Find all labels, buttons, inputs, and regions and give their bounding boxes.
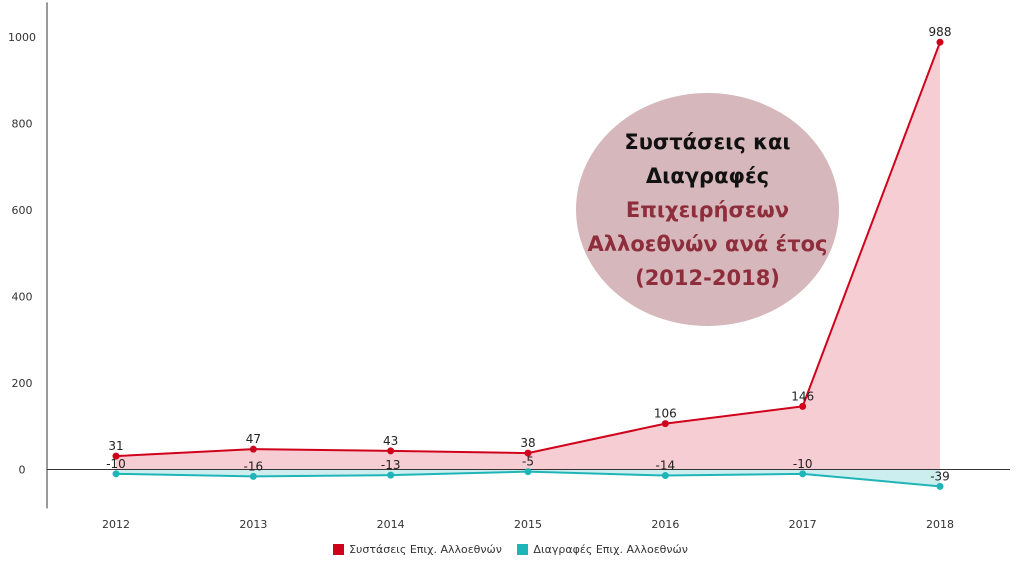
chart-title-line-2: Διαγραφές <box>645 163 770 188</box>
y-tick-label: 800 <box>12 118 33 131</box>
series-1-point <box>387 447 395 455</box>
chart-legend: Συστάσεις Επιχ. Αλλοεθνών Διαγραφές Επιχ… <box>0 543 1021 558</box>
x-tick-label: 2013 <box>239 518 267 531</box>
y-tick-label: 0 <box>19 464 26 477</box>
series-1-point <box>524 449 532 457</box>
series-1-area <box>116 42 940 470</box>
series-2-data-label: -39 <box>930 469 950 483</box>
series-2-data-label: -10 <box>793 457 813 471</box>
series-1-point <box>661 420 669 428</box>
x-tick-label: 2017 <box>789 518 817 531</box>
series-1-data-label: 106 <box>654 407 677 421</box>
series-2-data-label: -5 <box>522 455 534 469</box>
legend-item-series-2[interactable]: Διαγραφές Επιχ. Αλλοεθνών <box>517 543 688 556</box>
x-tick-label: 2015 <box>514 518 542 531</box>
series-1-data-label: 47 <box>246 432 261 446</box>
chart-title-badge: Συστάσεις και Διαγραφές Επιχειρήσεων Αλλ… <box>576 93 839 326</box>
series-2-point <box>524 468 532 476</box>
series-2-point <box>799 470 807 478</box>
x-axis-ticks: 2012 2013 2014 2015 2016 2017 2018 <box>102 518 954 531</box>
legend-swatch-series-1 <box>333 544 345 555</box>
series-1-data-label: 43 <box>383 434 398 448</box>
series-1-data-label: 146 <box>791 389 814 403</box>
series-2-data-label: -14 <box>656 459 676 473</box>
series-points <box>112 38 944 490</box>
x-tick-label: 2014 <box>377 518 405 531</box>
chart-title-line-3: Επιχειρήσεων <box>625 197 790 222</box>
x-tick-label: 2012 <box>102 518 130 531</box>
chart-title-line-4: Αλλοεθνών ανά έτος <box>587 231 828 256</box>
series-1-data-label: 988 <box>929 25 952 39</box>
legend-label-series-1: Συστάσεις Επιχ. Αλλοεθνών <box>349 543 502 556</box>
series-2-point <box>387 471 395 479</box>
chart-title-line-1: Συστάσεις και <box>624 129 791 154</box>
legend-swatch-series-2 <box>517 544 529 555</box>
y-tick-label: 200 <box>12 377 33 390</box>
series-1-point <box>799 402 807 410</box>
series-1-point <box>936 38 944 46</box>
y-tick-label: 1000 <box>8 31 36 44</box>
legend-item-series-1[interactable]: Συστάσεις Επιχ. Αλλοεθνών <box>333 543 502 556</box>
y-tick-label: 400 <box>12 291 33 304</box>
series-1-data-label: 31 <box>108 439 123 453</box>
x-tick-label: 2018 <box>926 518 954 531</box>
series-1-point <box>249 445 257 453</box>
series-1-data-label: 38 <box>520 436 535 450</box>
series-2-data-label: -13 <box>381 458 401 472</box>
series-2-point <box>661 472 669 480</box>
series-2-point <box>249 472 257 480</box>
series-2-data-label: -16 <box>244 459 264 473</box>
legend-label-series-2: Διαγραφές Επιχ. Αλλοεθνών <box>533 543 688 556</box>
x-tick-label: 2016 <box>651 518 679 531</box>
series-2-point <box>112 470 120 478</box>
y-axis-ticks: 0 200 400 600 800 1000 <box>8 31 36 477</box>
series-2-data-label: -10 <box>106 457 126 471</box>
y-tick-label: 600 <box>12 204 33 217</box>
series-2-point <box>936 482 944 490</box>
chart-title-line-5: (2012-2018) <box>635 265 780 290</box>
series-1-point <box>112 452 120 460</box>
data-labels: 31 47 43 38 106 146 988 -10 -16 -13 -5 -14 -10 -39 <box>106 25 951 483</box>
